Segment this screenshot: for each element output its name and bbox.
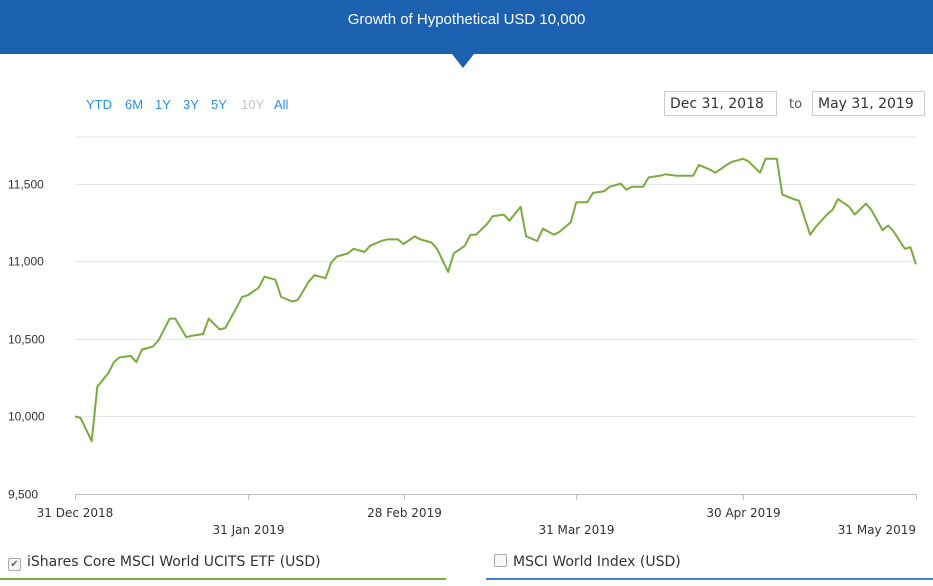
range-button-all[interactable]: All [274,97,289,112]
chart-title: Growth of Hypothetical USD 10,000 [347,11,586,28]
date-range-separator: to [789,97,803,112]
x-tick-label: 30 Apr 2019 [706,506,780,520]
start-date-input[interactable]: Dec 31, 2018 [664,91,777,116]
x-tick-label: 31 Jan 2019 [213,523,285,537]
x-tick-label: 31 Dec 2018 [37,506,114,520]
legend-checkbox-unchecked[interactable] [494,554,507,567]
end-date-input[interactable]: May 31, 2019 [812,91,925,116]
x-tick-label: 31 Mar 2019 [538,523,614,537]
x-tick-label: 28 Feb 2019 [367,506,442,520]
legend-label-msci-world: MSCI World Index (USD) [513,554,681,570]
range-button-5y[interactable]: 5Y [211,97,227,112]
y-tick-label: 11,000 [8,255,44,269]
legend-underline-ishares [0,578,446,580]
x-tick-label: 31 May 2019 [838,523,916,537]
legend-item-ishares[interactable]: ✔ iShares Core MSCI World UCITS ETF (USD) [8,554,321,571]
banner-pointer [452,54,474,68]
range-button-1y[interactable]: 1Y [155,97,171,112]
legend-item-msci-world[interactable]: MSCI World Index (USD) [494,554,681,570]
legend-checkbox-checked[interactable]: ✔ [8,558,21,571]
legend-underline-msci-world [486,578,933,580]
y-tick-label: 10,500 [8,333,45,347]
range-button-3y[interactable]: 3Y [183,97,199,112]
y-tick-label: 11,500 [8,178,44,192]
range-button-ytd[interactable]: YTD [86,97,112,112]
x-axis: 31 Dec 2018 31 Jan 2019 28 Feb 2019 31 Mar … [37,494,917,537]
series-line-ishares [74,157,917,443]
range-button-10y: 10Y [241,97,265,112]
y-tick-label: 9,500 [8,488,38,502]
chart-title-banner: Growth of Hypothetical USD 10,000 [0,0,933,40]
y-tick-label: 10,000 [8,410,45,424]
range-button-6m[interactable]: 6M [125,97,144,112]
banner-background [0,40,933,54]
legend-label-ishares: iShares Core MSCI World UCITS ETF (USD) [27,554,321,570]
chart-gridlines [75,136,916,417]
y-axis: 9,500 10,000 10,500 11,000 11,500 [8,178,45,502]
chart-series [74,157,917,443]
